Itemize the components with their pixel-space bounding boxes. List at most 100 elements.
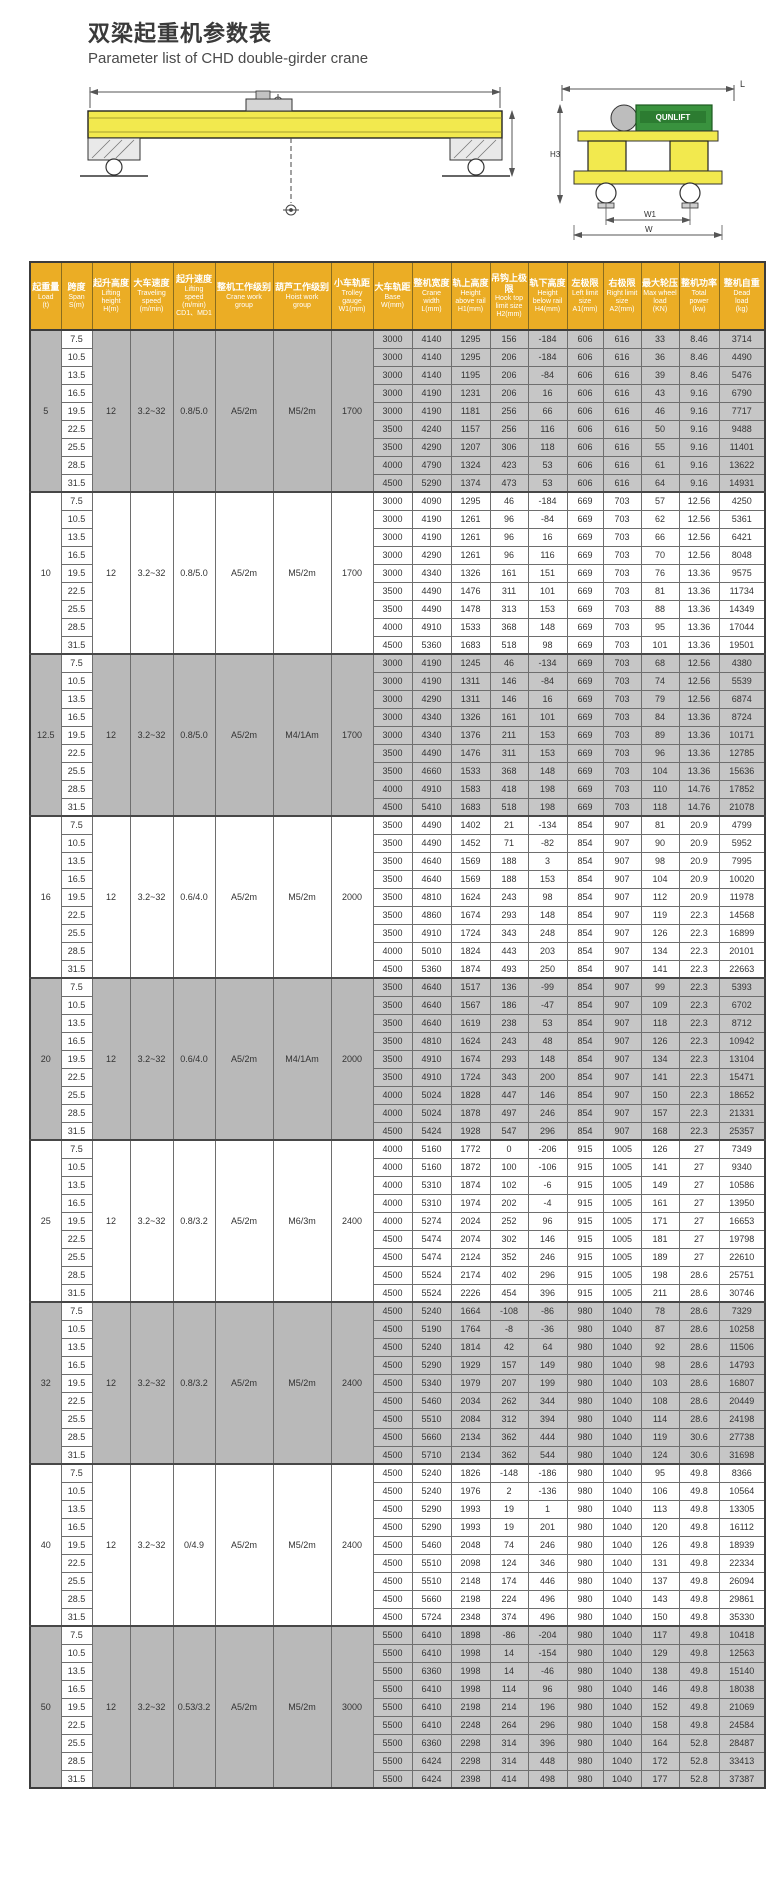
value-cell: 1040 bbox=[602, 1571, 642, 1591]
wheel-icon bbox=[467, 158, 485, 176]
merged-cell: 12 bbox=[91, 1463, 131, 1627]
value-cell: 22.3 bbox=[678, 959, 720, 979]
value-cell: 1569 bbox=[450, 851, 491, 871]
value-cell: 544 bbox=[527, 1445, 568, 1465]
value-cell: 74 bbox=[640, 671, 680, 691]
value-cell: 5476 bbox=[718, 365, 766, 385]
value-cell: 126 bbox=[640, 1139, 680, 1159]
value-cell: 71 bbox=[489, 833, 529, 853]
value-cell: 4500 bbox=[372, 1499, 413, 1519]
value-cell: 264 bbox=[489, 1715, 529, 1735]
value-cell: 4490 bbox=[411, 581, 452, 601]
value-cell: 1040 bbox=[602, 1769, 642, 1789]
value-cell: 1928 bbox=[450, 1121, 491, 1141]
value-cell: 669 bbox=[566, 635, 604, 655]
value-cell: 76 bbox=[640, 563, 680, 583]
value-cell: 1040 bbox=[602, 1661, 642, 1681]
merged-cell: 3.2~32 bbox=[129, 815, 174, 979]
merged-cell: M5/2m bbox=[272, 1463, 332, 1627]
value-cell: 152 bbox=[640, 1697, 680, 1717]
table-row: 16.5 4000 5310 1974 202 -4 915 1005 161 27 13950 bbox=[30, 1193, 766, 1213]
value-cell: 14 bbox=[489, 1661, 529, 1681]
value-cell: 1326 bbox=[450, 707, 491, 727]
value-cell: 4640 bbox=[411, 851, 452, 871]
merged-cell: 12 bbox=[91, 1301, 131, 1465]
value-cell: 980 bbox=[566, 1769, 604, 1789]
value-cell: 1005 bbox=[602, 1211, 642, 1231]
value-cell: 606 bbox=[566, 437, 604, 457]
value-cell: -184 bbox=[527, 491, 568, 511]
table-row: 25.5 5500 6360 2298 314 396 980 1040 164 52.8 2848… bbox=[30, 1733, 766, 1753]
value-cell: 12.56 bbox=[678, 671, 720, 691]
value-cell: -148 bbox=[489, 1463, 529, 1483]
value-cell: 703 bbox=[602, 653, 642, 673]
value-cell: 547 bbox=[489, 1121, 529, 1141]
value-cell: 1478 bbox=[450, 599, 491, 619]
value-cell: 1040 bbox=[602, 1481, 642, 1501]
value-cell: 28.6 bbox=[678, 1355, 720, 1375]
value-cell: 1040 bbox=[602, 1319, 642, 1339]
value-cell: 4500 bbox=[372, 1427, 413, 1447]
value-cell: 907 bbox=[602, 977, 642, 997]
value-cell: 493 bbox=[489, 959, 529, 979]
value-cell: 21 bbox=[489, 815, 529, 835]
value-cell: 118 bbox=[640, 797, 680, 817]
value-cell: 980 bbox=[566, 1715, 604, 1735]
value-cell: 1040 bbox=[602, 1643, 642, 1663]
value-cell: 4500 bbox=[372, 1265, 413, 1285]
value-cell: 119 bbox=[640, 905, 680, 925]
value-cell: 22.3 bbox=[678, 1013, 720, 1033]
end-carriage-left bbox=[80, 137, 148, 177]
value-cell: 49.8 bbox=[678, 1481, 720, 1501]
value-cell: 4640 bbox=[411, 977, 452, 997]
merged-cell: M5/2m bbox=[272, 491, 332, 655]
crane-drawings: L QUNLIFT H3 bbox=[50, 75, 766, 251]
value-cell: 703 bbox=[602, 581, 642, 601]
value-cell: 4500 bbox=[372, 1571, 413, 1591]
value-cell: 3714 bbox=[718, 329, 766, 349]
span-cell: 28.5 bbox=[60, 1103, 93, 1123]
value-cell: 211 bbox=[640, 1283, 680, 1303]
value-cell: 118 bbox=[527, 437, 568, 457]
value-cell: 92 bbox=[640, 1337, 680, 1357]
table-row: 31.5 4500 5710 2134 362 544 980 1040 124 30.6 3169… bbox=[30, 1445, 766, 1465]
value-cell: 42 bbox=[489, 1337, 529, 1357]
table-row: 19.5 3500 4910 1674 293 148 854 907 134 22.3 13104 bbox=[30, 1049, 766, 1069]
value-cell: 5240 bbox=[411, 1337, 452, 1357]
value-cell: 5510 bbox=[411, 1553, 452, 1573]
value-cell: 171 bbox=[640, 1211, 680, 1231]
value-cell: 854 bbox=[566, 869, 604, 889]
value-cell: 2034 bbox=[450, 1391, 491, 1411]
value-cell: 4500 bbox=[372, 1463, 413, 1483]
value-cell: 915 bbox=[566, 1211, 604, 1231]
value-cell: 2298 bbox=[450, 1751, 491, 1771]
value-cell: 2124 bbox=[450, 1247, 491, 1267]
value-cell: 606 bbox=[566, 383, 604, 403]
value-cell: 3500 bbox=[372, 419, 413, 439]
value-cell: 5360 bbox=[411, 635, 452, 655]
value-cell: 46 bbox=[489, 653, 529, 673]
load-cell: 12.5 bbox=[29, 653, 62, 817]
value-cell: 28487 bbox=[718, 1733, 766, 1753]
page-title: 双梁起重机参数表 bbox=[88, 21, 273, 46]
value-cell: 4000 bbox=[372, 779, 413, 799]
value-cell: 27738 bbox=[718, 1427, 766, 1447]
value-cell: 13622 bbox=[718, 455, 766, 475]
value-cell: 10564 bbox=[718, 1481, 766, 1501]
value-cell: 980 bbox=[566, 1427, 604, 1447]
merged-cell: 2400 bbox=[330, 1301, 374, 1465]
crane-side-view-drawing: L QUNLIFT H3 bbox=[550, 79, 745, 240]
value-cell: 22610 bbox=[718, 1247, 766, 1267]
value-cell: 149 bbox=[527, 1355, 568, 1375]
value-cell: 3500 bbox=[372, 887, 413, 907]
value-cell: 7329 bbox=[718, 1301, 766, 1321]
merged-cell: 0.6/4.0 bbox=[172, 815, 216, 979]
value-cell: 4000 bbox=[372, 455, 413, 475]
value-cell: 20.9 bbox=[678, 851, 720, 871]
table-row: 25 7.5 12 3.2~32 0.8/3.2 A5/2m M6/3m 2400 4000 51… bbox=[29, 1139, 766, 1303]
value-cell: 606 bbox=[566, 419, 604, 439]
value-cell: 151 bbox=[527, 563, 568, 583]
value-cell: 5524 bbox=[411, 1265, 452, 1285]
value-cell: 1040 bbox=[602, 1625, 642, 1645]
span-cell: 31.5 bbox=[60, 959, 93, 979]
